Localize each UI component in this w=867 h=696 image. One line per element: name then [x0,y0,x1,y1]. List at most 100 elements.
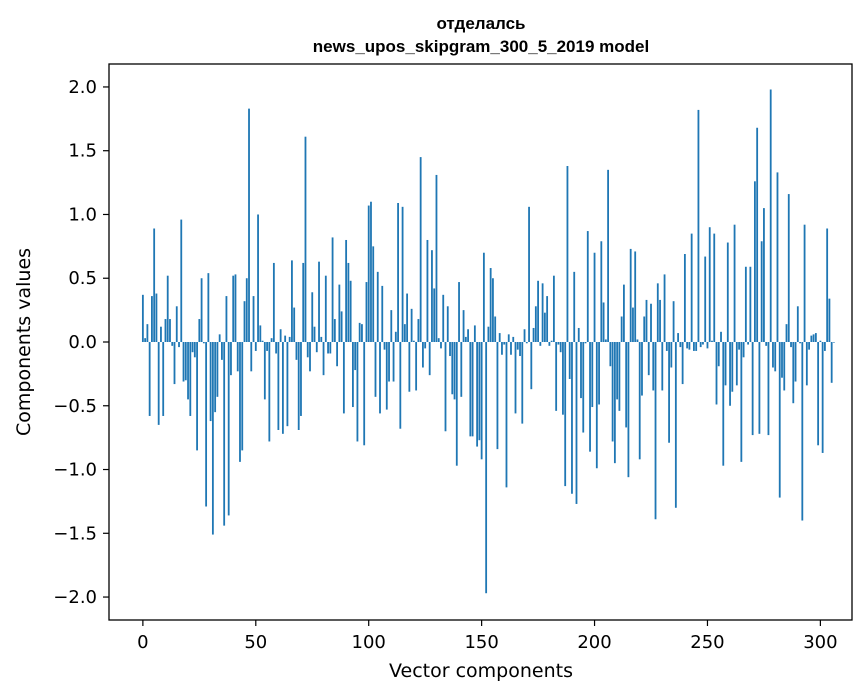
bar [182,342,185,382]
bar [792,342,795,404]
bar [342,342,345,414]
bar [272,262,275,342]
bar [679,342,682,348]
bar [218,334,221,342]
bar [516,342,519,350]
bar [230,342,232,376]
bar [546,296,549,342]
bar [455,342,458,466]
bar [333,319,336,342]
bar [674,342,677,508]
y-axis-ticks: 2.0 1.5 1.0 0.5 0.0 −0.5 −1.0 −1.5 −2.0 [53,77,109,608]
bar [552,275,555,342]
bar [613,342,616,464]
x-axis-label: Vector components [389,660,573,682]
bar [284,335,287,342]
bar [302,262,305,342]
bar [464,336,467,342]
bar [171,342,174,346]
bar [352,342,354,408]
bar [157,342,160,425]
x-tick-label: 0 [137,632,148,653]
bar [586,231,589,342]
bar [503,342,506,345]
x-axis-ticks: 0 50 100 150 200 250 300 [137,620,838,653]
bar [261,340,264,342]
bar [358,322,361,342]
bar [277,342,280,430]
bar [433,288,436,342]
bar [530,342,533,390]
bar [469,342,472,437]
bar [602,302,605,342]
bar [234,274,237,342]
bar [345,239,348,342]
bar [297,342,300,430]
bar [266,342,268,351]
bar [735,342,738,386]
bar [313,326,316,342]
bar [747,342,750,345]
bar [241,342,244,451]
bar [760,241,763,342]
bar [263,342,266,400]
y-tick-label: −2.0 [53,587,97,608]
bar [473,325,476,342]
bar [693,342,695,351]
bar [695,342,698,351]
bar [148,342,151,416]
bar [419,157,422,342]
bar [492,278,494,342]
bar [749,266,752,342]
bar [765,342,768,346]
bar [236,342,239,372]
bar [399,342,402,429]
bar [162,342,165,416]
bar [758,342,761,434]
bar [476,342,479,447]
bar [155,293,158,342]
bar [568,342,571,379]
bar [778,342,781,498]
bar [494,316,497,342]
bar [180,219,183,342]
bar [259,325,262,342]
bar [390,310,393,342]
bar [708,227,711,342]
x-tick-label: 50 [244,632,267,653]
x-tick-label: 250 [690,632,724,653]
bar [510,342,512,355]
bar [634,251,637,342]
bar [370,201,372,342]
bar [828,298,831,342]
bar [347,262,350,342]
bar [160,326,162,342]
bar [769,89,772,342]
bar [697,109,700,342]
bar [151,296,153,342]
bar [426,239,429,342]
bar [523,329,526,342]
bar [408,342,411,392]
bar [629,248,632,342]
bar [320,336,323,342]
bar [690,233,693,342]
bar [361,324,363,342]
bar [663,274,666,342]
bar [460,342,463,397]
bar [187,342,189,400]
y-tick-label: −1.5 [53,523,97,544]
bar [783,342,786,391]
bar [582,342,585,433]
bar [776,172,779,342]
bar [275,342,278,354]
bar [720,331,722,342]
bar [668,342,670,443]
bar [584,342,587,344]
y-tick-label: 0.0 [68,332,97,353]
bar [221,342,223,360]
bar [288,336,291,342]
bar [833,342,835,343]
bar [291,260,293,342]
bar [532,327,535,342]
